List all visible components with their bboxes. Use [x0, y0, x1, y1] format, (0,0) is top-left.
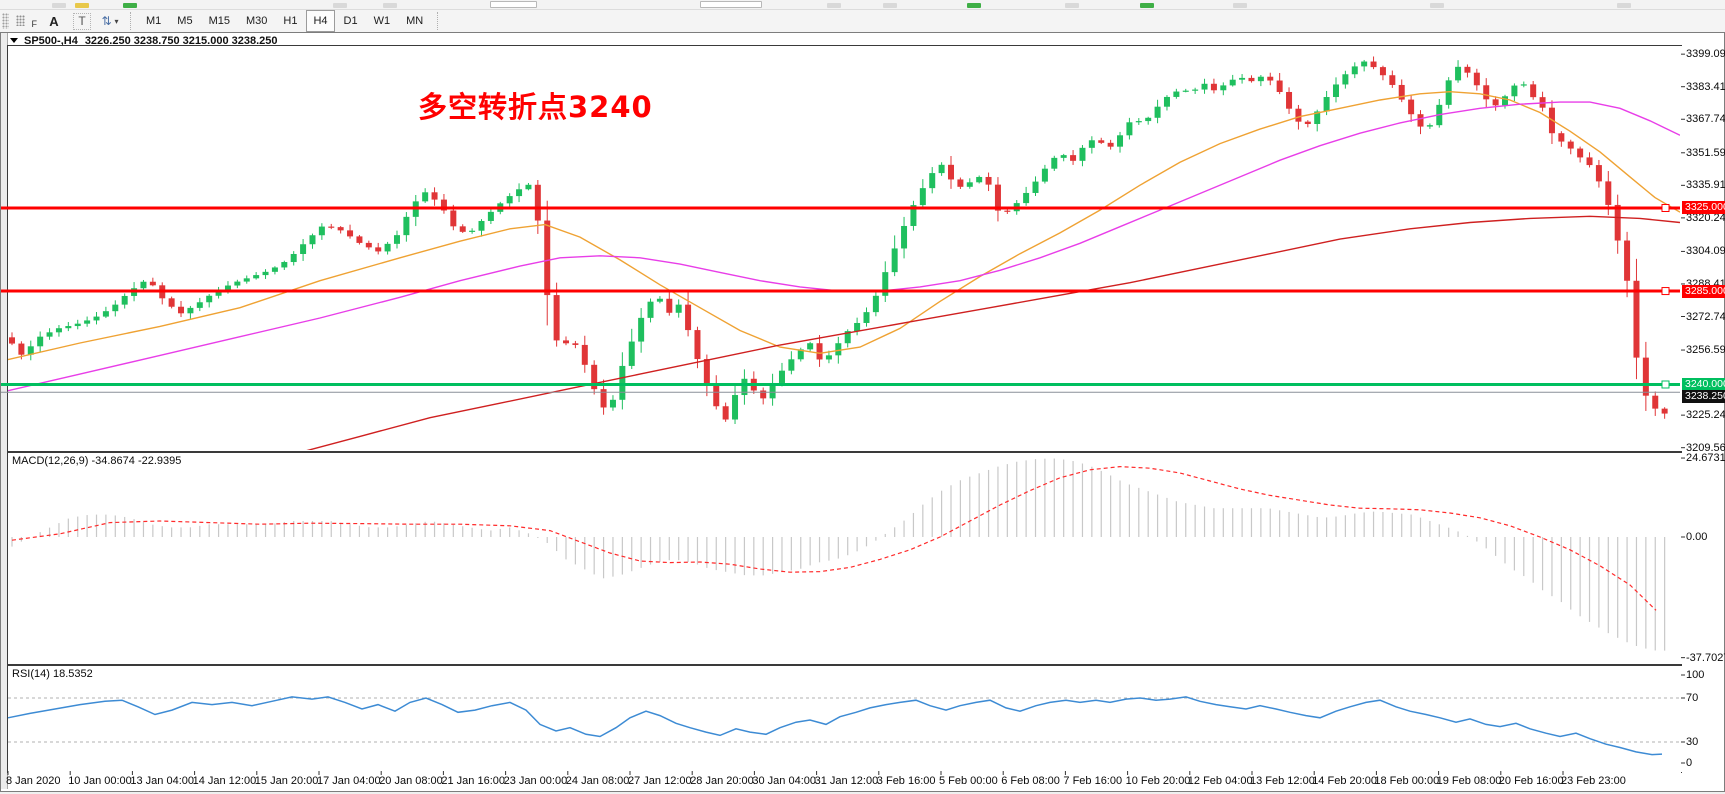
timeframe-button-MN[interactable]: MN	[406, 15, 424, 27]
chart-dropdown-icon[interactable]	[10, 38, 18, 43]
toolbar-icon-fragment	[1065, 3, 1079, 8]
toolbar-icon-fragment	[490, 1, 537, 8]
macd-indicator-label: MACD(12,26,9) -34.8674 -22.9395	[12, 455, 182, 467]
timeframe-button-M15[interactable]: M15	[208, 15, 230, 27]
toolbar-icon-fragment	[333, 3, 347, 8]
toolbar-icon-fragment	[967, 3, 981, 8]
price-axis[interactable]	[1682, 45, 1724, 790]
cursor-tool-button[interactable]: ⇅ ▾	[98, 12, 122, 30]
chevron-down-icon: ▾	[114, 16, 119, 26]
chart-title-bar: SP500-,H4 3226.250 3238.750 3215.000 323…	[10, 34, 278, 47]
toolbar-icon-fragment	[52, 3, 66, 8]
toolbar-icon-fragment	[700, 1, 762, 8]
top-toolbar-partial	[0, 0, 1725, 10]
toolbar-separator	[437, 12, 439, 30]
chart-annotation[interactable]: 多空转折点3240	[418, 90, 653, 124]
chart-ohlc-values: 3226.250 3238.750 3215.000 3238.250	[84, 34, 278, 47]
timeframe-button-H1[interactable]: H1	[283, 15, 298, 27]
text-label-tool-button[interactable]: A	[42, 12, 66, 30]
macd-panel[interactable]	[7, 452, 1683, 665]
timeframe-buttons: M1 M5 M15 M30 H1 H4 D1 W1 MN	[138, 10, 431, 32]
toolbar-icon-fragment	[827, 3, 841, 8]
main-chart-panel[interactable]	[7, 45, 1683, 452]
text-box-icon: T	[73, 12, 91, 30]
cursor-arrows-icon: ⇅	[101, 14, 112, 28]
time-axis[interactable]	[8, 772, 1681, 790]
text-label-icon: A	[49, 13, 59, 29]
toolbar-icon-fragment	[1430, 3, 1444, 8]
timeframe-button-W1[interactable]: W1	[373, 15, 391, 27]
toolbar-icon-fragment	[383, 3, 397, 8]
rsi-panel[interactable]	[7, 665, 1683, 773]
toolbar-grip[interactable]	[2, 13, 9, 29]
text-box-tool-button[interactable]: T	[70, 12, 94, 30]
timeframe-button-M5[interactable]: M5	[177, 15, 193, 27]
chart-symbol-label: SP500-,H4	[24, 34, 78, 47]
timeframe-button-D1[interactable]: D1	[343, 15, 358, 27]
toolbar-icon-fragment	[1617, 3, 1631, 8]
timeframe-button-M30[interactable]: M30	[245, 15, 268, 27]
effects-dots-icon	[16, 15, 25, 26]
effects-tool-button[interactable]: F	[14, 12, 38, 30]
toolbar-icon-fragment	[883, 3, 897, 8]
chart-toolbar: F A T ⇅ ▾ M1 M5 M15 M30 H1 H4 D1 W1 MN	[0, 10, 1725, 32]
timeframe-button-H4[interactable]: H4	[306, 10, 335, 32]
timeframe-button-M1[interactable]: M1	[146, 15, 162, 27]
toolbar-icon-fragment	[123, 3, 137, 8]
effects-f-label: F	[31, 19, 38, 29]
toolbar-icon-fragment	[75, 3, 89, 8]
toolbar-separator	[130, 12, 132, 30]
rsi-indicator-label: RSI(14) 18.5352	[12, 668, 93, 680]
toolbar-icon-fragment	[1140, 3, 1154, 8]
toolbar-icon-fragment	[1233, 3, 1247, 8]
